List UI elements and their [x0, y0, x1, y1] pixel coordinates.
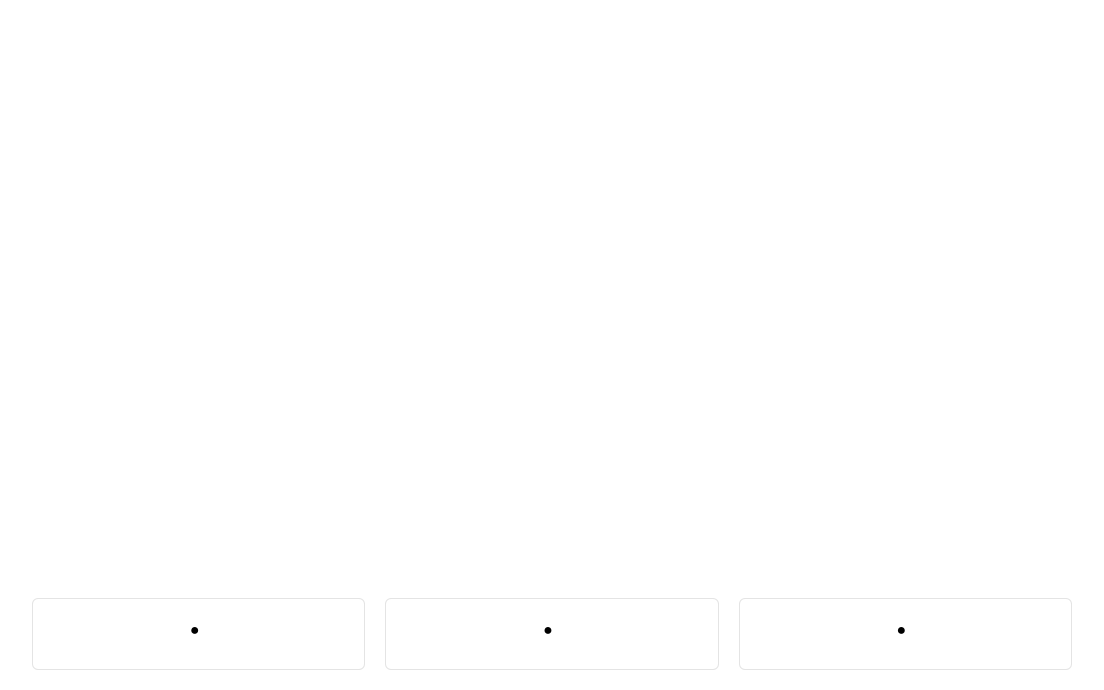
cost-gauge-chart — [0, 0, 1104, 690]
legend-card-max — [739, 598, 1072, 670]
legend-avg-label — [386, 617, 717, 643]
gauge-area — [0, 0, 1104, 560]
gauge-svg — [0, 0, 1104, 560]
legend-min-label — [33, 617, 364, 643]
legend-max-label — [740, 617, 1071, 643]
legend-card-avg — [385, 598, 718, 670]
legend-row — [0, 598, 1104, 670]
legend-card-min — [32, 598, 365, 670]
